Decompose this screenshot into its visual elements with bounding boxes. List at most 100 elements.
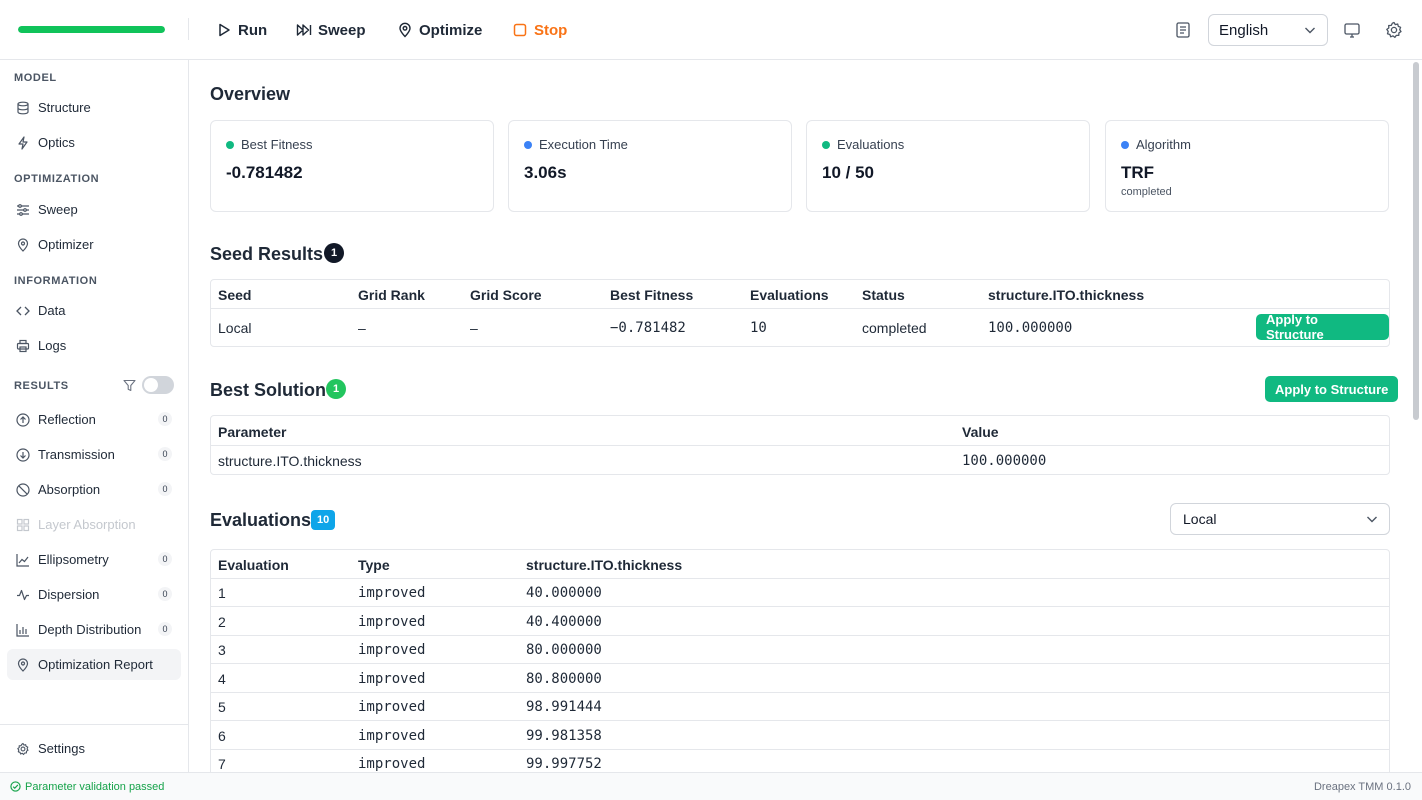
stat-card-label: Execution Time — [524, 137, 628, 152]
app-version: Dreapex TMM 0.1.0 — [1313, 780, 1411, 793]
ban-icon — [16, 482, 30, 497]
sidebar-item-label: Structure — [38, 100, 91, 115]
sidebar-item-label: Transmission — [38, 447, 115, 462]
filter-icon[interactable] — [123, 379, 136, 392]
sidebar-item-data[interactable]: Data — [7, 295, 181, 326]
gear-icon[interactable] — [1384, 20, 1404, 40]
monitor-icon[interactable] — [1342, 20, 1362, 40]
stat-label: Best Fitness — [241, 137, 313, 152]
column-header: Parameter — [218, 424, 287, 440]
count-badge: 0 — [158, 587, 172, 601]
check-circle-icon — [10, 781, 21, 792]
table-cell: improved — [358, 585, 426, 601]
validation-message: Parameter validation passed — [25, 780, 165, 793]
sidebar-item-label: Layer Absorption — [38, 517, 136, 532]
row-divider — [211, 720, 1389, 721]
table-cell: 1 — [218, 585, 226, 601]
run-button[interactable]: Run — [216, 18, 267, 42]
location-pin-icon — [17, 237, 29, 252]
section-label-optimization: OPTIMIZATION — [14, 173, 100, 185]
sidebar-item-optimizer[interactable]: Optimizer — [7, 229, 181, 260]
best-solution-table: Parameter Value structure.ITO.thickness … — [210, 415, 1390, 475]
sidebar-item-label: Ellipsometry — [38, 552, 109, 567]
section-label-results: RESULTS — [14, 380, 69, 392]
sidebar-item-label: Settings — [38, 741, 85, 756]
sidebar-item-reflection[interactable]: Reflection 0 — [7, 404, 181, 435]
run-label: Run — [238, 21, 268, 39]
sidebar-item-structure[interactable]: Structure — [7, 92, 181, 123]
evaluations-table: Evaluation Type structure.ITO.thickness … — [210, 549, 1390, 772]
table-cell: −0.781482 — [610, 320, 686, 336]
status-dot — [226, 140, 234, 149]
table-cell: 80.800000 — [526, 671, 602, 687]
table-cell: structure.ITO.thickness — [218, 453, 362, 469]
apply-to-structure-button[interactable]: Apply to Structure — [1265, 376, 1399, 402]
column-header: Seed — [218, 287, 252, 303]
optimize-button[interactable]: Optimize — [397, 18, 482, 42]
sidebar-item-label: Reflection — [38, 412, 96, 427]
count-badge: 0 — [158, 552, 172, 566]
progress-bar-fill — [18, 26, 165, 33]
arrow-down-circle-icon — [16, 447, 30, 462]
stat-card-best-fitness: Best Fitness -0.781482 — [210, 120, 494, 212]
stat-card-algorithm: Algorithm TRF completed — [1105, 120, 1389, 212]
activity-icon — [17, 589, 29, 600]
validation-status: Parameter validation passed — [10, 781, 164, 793]
seed-results-count-badge: 1 — [324, 243, 344, 263]
stat-value: -0.781482 — [226, 163, 303, 182]
stop-square-icon — [513, 23, 527, 37]
sidebar-item-depth-distribution[interactable]: Depth Distribution 0 — [7, 614, 181, 645]
stat-card-label: Evaluations — [822, 137, 904, 152]
table-cell: 10 — [750, 320, 767, 336]
fast-forward-icon — [296, 24, 312, 36]
stat-sub: completed — [1121, 186, 1172, 198]
code-icon — [16, 306, 30, 315]
apply-to-structure-button[interactable]: Apply to Structure — [1256, 312, 1389, 342]
stop-button[interactable]: Stop — [512, 18, 567, 42]
sidebar-item-label: Optimization Report — [38, 657, 153, 672]
table-cell: improved — [358, 671, 426, 687]
sidebar-item-optimization-report[interactable]: Optimization Report — [7, 649, 181, 680]
arrow-up-circle-icon — [16, 412, 30, 427]
sidebar-item-transmission[interactable]: Transmission 0 — [7, 439, 181, 470]
sidebar-item-settings[interactable]: Settings — [7, 733, 181, 764]
row-divider — [211, 308, 1389, 309]
count-badge: 0 — [158, 412, 172, 426]
sidebar-item-label: Data — [38, 303, 66, 318]
results-filter-toggle[interactable] — [142, 376, 174, 394]
sidebar-item-layer-absorption[interactable]: Layer Absorption — [7, 509, 181, 540]
count-badge: 0 — [158, 482, 172, 496]
row-divider — [211, 606, 1389, 607]
stat-card-label: Best Fitness — [226, 137, 313, 152]
sidebar-item-label: Absorption — [38, 482, 101, 497]
table-cell: 3 — [218, 642, 226, 658]
sidebar-divider — [0, 724, 189, 725]
stat-card-execution-time: Execution Time 3.06s — [508, 120, 792, 212]
sidebar-item-dispersion[interactable]: Dispersion 0 — [7, 579, 181, 610]
language-select[interactable]: English — [1208, 14, 1328, 46]
sidebar-item-sweep[interactable]: Sweep — [7, 194, 181, 225]
sidebar-item-label: Sweep — [38, 202, 78, 217]
row-divider — [211, 749, 1389, 750]
overview-title: Overview — [210, 84, 291, 104]
table-cell: 6 — [218, 728, 226, 744]
sidebar-item-ellipsometry[interactable]: Ellipsometry 0 — [7, 544, 181, 575]
document-icon[interactable] — [1173, 20, 1193, 40]
table-cell: completed — [862, 320, 927, 336]
seed-filter-select[interactable]: Local — [1170, 503, 1390, 535]
toolbar: Run Sweep Optimize Stop English — [0, 0, 1422, 60]
sidebar-item-optics[interactable]: Optics — [7, 127, 181, 158]
sweep-button[interactable]: Sweep — [296, 18, 366, 42]
row-divider — [211, 635, 1389, 636]
location-pin-icon — [399, 22, 411, 38]
status-dot — [524, 140, 532, 149]
scrollbar-thumb[interactable] — [1413, 62, 1419, 420]
row-divider — [211, 663, 1389, 664]
progress-bar — [18, 26, 165, 33]
sidebar-item-absorption[interactable]: Absorption 0 — [7, 474, 181, 505]
bar-chart-icon — [16, 623, 29, 637]
stat-card-evaluations: Evaluations 10 / 50 — [806, 120, 1090, 212]
sidebar-item-logs[interactable]: Logs — [7, 330, 181, 361]
printer-icon — [16, 339, 30, 352]
sweep-label: Sweep — [318, 21, 366, 39]
